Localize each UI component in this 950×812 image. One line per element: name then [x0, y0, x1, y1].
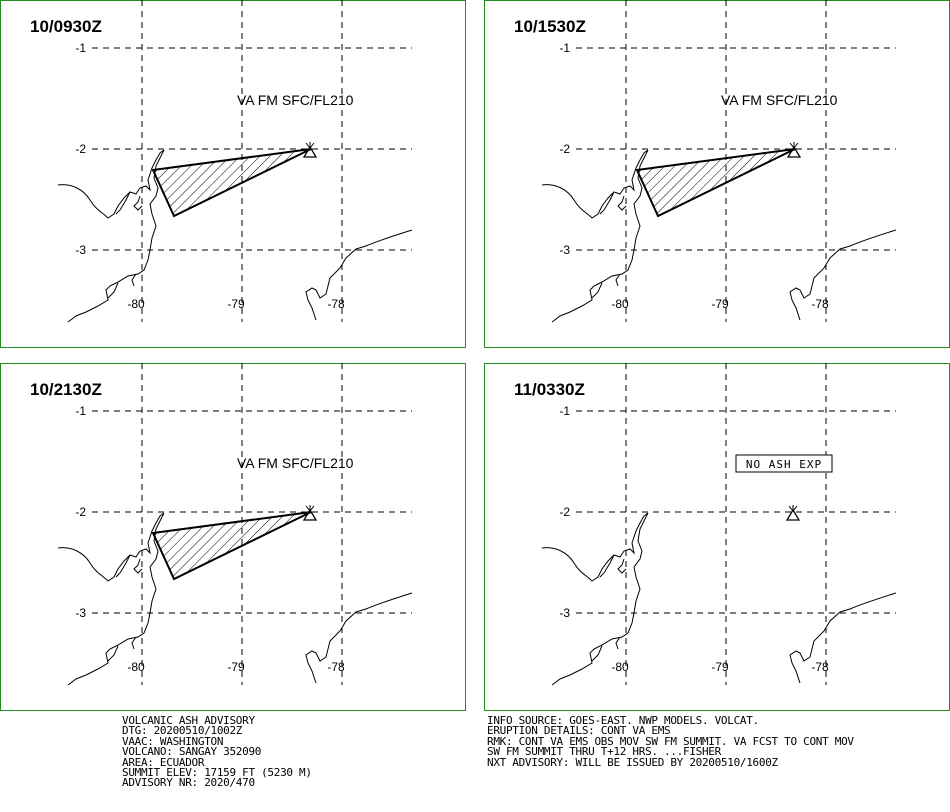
coastline	[591, 282, 603, 299]
longitude-label: -78	[811, 297, 829, 311]
coastline	[131, 273, 137, 287]
latitude-label: -2	[75, 505, 86, 519]
ash-cloud-polygon	[151, 148, 312, 218]
advisory-header-block: VOLCANIC ASH ADVISORY DTG: 20200510/1002…	[122, 714, 312, 790]
remarks-line-2: SW FM SUMMIT THRU T+12 HRS. ...FISHER	[487, 745, 721, 759]
coastline	[541, 149, 649, 323]
volcano-icon	[785, 505, 801, 521]
coastline	[107, 282, 119, 299]
advisory-dtg: DTG: 20200510/1002Z	[122, 724, 243, 738]
latitude-label: -2	[75, 142, 86, 156]
ash-level-label: VA FM SFC/FL210	[237, 92, 354, 108]
next-advisory: NXT ADVISORY: WILL BE ISSUED BY 20200510…	[487, 755, 778, 769]
ash-level-label: VA FM SFC/FL210	[237, 455, 354, 471]
country-border	[305, 229, 413, 321]
latitude-label: -3	[75, 606, 86, 620]
coastline	[57, 512, 165, 686]
panel-frame	[0, 363, 466, 711]
advisory-title: VOLCANIC ASH ADVISORY	[122, 714, 255, 727]
advisory-summit-elev: SUMMIT ELEV: 17159 FT (5230 M)	[122, 766, 312, 780]
latitude-label: -2	[559, 505, 570, 519]
advisory-details-block: INFO SOURCE: GOES-EAST. NWP MODELS. VOLC…	[487, 714, 854, 769]
no-ash-box	[735, 454, 833, 473]
volcano-icon	[302, 505, 318, 521]
longitude-label: -79	[227, 660, 245, 674]
ash-level-label: VA FM SFC/FL210	[721, 92, 838, 108]
longitude-label: -80	[127, 297, 145, 311]
longitude-label: -78	[811, 660, 829, 674]
latitude-label: -3	[559, 243, 570, 257]
longitude-label: -79	[227, 297, 245, 311]
map-panel-1: -1 -2 -3 -80 -79 -78 VA FM SFC/FL210 10/0930Z	[0, 0, 466, 348]
map-panel-3: -1 -2 -3 -80 -79 -78 VA FM SFC/FL210 10/2130Z	[0, 363, 466, 711]
longitude-label: -79	[711, 660, 729, 674]
latitude-label: -1	[75, 404, 86, 418]
longitude-label: -80	[611, 297, 629, 311]
advisory-vaac: VAAC: WASHINGTON	[122, 734, 224, 748]
map-panel-4: -1 -2 -3 -80 -79 -78 NO ASH EXP 11/0330Z	[484, 363, 950, 711]
coastline	[541, 512, 649, 686]
advisory-area: AREA: ECUADOR	[122, 755, 205, 769]
longitude-label: -78	[327, 660, 345, 674]
panel-frame	[0, 0, 466, 348]
coastline	[599, 554, 615, 578]
coastline	[115, 554, 131, 578]
latitude-label: -2	[559, 142, 570, 156]
panel-valid-time: 10/1530Z	[514, 17, 586, 36]
coastline	[57, 149, 165, 323]
latitude-label: -1	[559, 41, 570, 55]
coastline	[107, 645, 119, 662]
volcano-icon	[786, 142, 802, 158]
latitude-label: -1	[559, 404, 570, 418]
coastline	[115, 191, 131, 215]
coastline	[599, 191, 615, 215]
country-border	[789, 229, 897, 321]
longitude-label: -78	[327, 297, 345, 311]
latitude-label: -3	[559, 606, 570, 620]
eruption-details: ERUPTION DETAILS: CONT VA EMS	[487, 724, 671, 738]
coastline	[617, 558, 627, 574]
map-panel-2: -1 -2 -3 -80 -79 -78 VA FM SFC/FL210 10/1530Z	[484, 0, 950, 348]
advisory-volcano: VOLCANO: SANGAY 352090	[122, 745, 262, 759]
coastline	[617, 195, 627, 211]
panel-valid-time: 10/2130Z	[30, 380, 102, 399]
latitude-label: -3	[75, 243, 86, 257]
longitude-label: -79	[711, 297, 729, 311]
panel-valid-time: 10/0930Z	[30, 17, 102, 36]
ash-cloud-polygon	[635, 148, 796, 218]
coastline	[133, 195, 143, 211]
longitude-label: -80	[127, 660, 145, 674]
coastline	[131, 636, 137, 650]
ash-cloud-polygon	[151, 511, 312, 581]
advisory-number: ADVISORY NR: 2020/470	[122, 776, 255, 790]
country-border	[789, 592, 897, 684]
no-ash-label: NO ASH EXP	[746, 458, 822, 471]
coastline	[615, 636, 621, 650]
panel-frame	[484, 363, 950, 711]
coastline	[615, 273, 621, 287]
longitude-label: -80	[611, 660, 629, 674]
coastline	[591, 645, 603, 662]
country-border	[305, 592, 413, 684]
remarks-line-1: RMK: CONT VA EMS OBS MOV SW FM SUMMIT. V…	[487, 734, 854, 748]
panel-valid-time: 11/0330Z	[514, 380, 585, 399]
latitude-label: -1	[75, 41, 86, 55]
info-source: INFO SOURCE: GOES-EAST. NWP MODELS. VOLC…	[487, 714, 759, 727]
volcano-icon	[302, 142, 318, 158]
coastline	[133, 558, 143, 574]
